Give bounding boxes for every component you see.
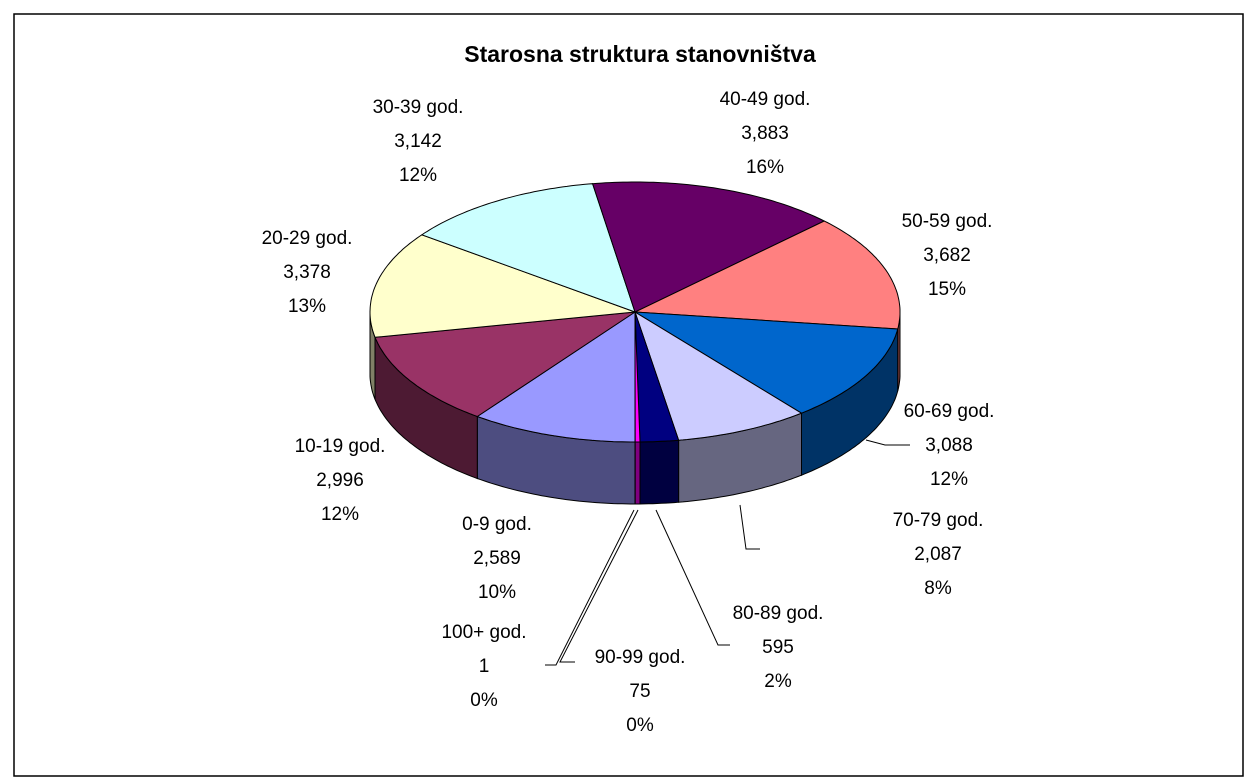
slice <box>634 311 899 414</box>
data-label-percent: 12% <box>321 504 359 525</box>
data-label-percent: 0% <box>626 715 654 736</box>
data-label-category: 30-39 god. <box>373 97 464 118</box>
data-label-category: 0-9 god. <box>462 514 532 535</box>
slice <box>369 234 636 338</box>
slice-side <box>639 439 680 505</box>
data-label-category: 10-19 god. <box>295 436 386 457</box>
slice <box>374 311 636 418</box>
slice <box>420 183 636 313</box>
data-label-value: 3,682 <box>923 245 971 266</box>
slice <box>591 181 826 313</box>
data-label-value: 2,589 <box>473 548 521 569</box>
slice <box>633 220 901 330</box>
data-label-value: 3,883 <box>741 123 789 144</box>
leader-line <box>655 509 730 646</box>
data-label-category: 50-59 god. <box>902 211 993 232</box>
data-label-percent: 8% <box>924 578 952 599</box>
leader-line <box>545 509 635 666</box>
data-label-value: 3,378 <box>283 262 331 283</box>
data-label-category: 40-49 god. <box>720 89 811 110</box>
chart-title: Starosna struktura stanovništva <box>464 41 816 67</box>
data-label-value: 1 <box>479 656 490 677</box>
slice <box>476 311 636 443</box>
data-label-value: 3,088 <box>925 435 973 456</box>
data-label-value: 75 <box>629 681 650 702</box>
data-label-value: 595 <box>762 637 794 658</box>
data-label-value: 2,996 <box>316 470 364 491</box>
data-label-category: 70-79 god. <box>893 510 984 531</box>
data-label-category: 20-29 god. <box>262 228 353 249</box>
data-label-percent: 0% <box>470 690 498 711</box>
data-label-percent: 2% <box>764 671 792 692</box>
data-label-category: 90-99 god. <box>595 647 686 668</box>
slice-side <box>634 441 641 505</box>
leader-line <box>739 504 760 550</box>
data-label-category: 80-89 god. <box>733 603 824 624</box>
data-label-percent: 12% <box>930 469 968 490</box>
data-label-percent: 13% <box>288 296 326 317</box>
data-label-category: 60-69 god. <box>904 401 995 422</box>
slice <box>634 311 680 443</box>
data-label-percent: 12% <box>399 165 437 186</box>
data-label-percent: 16% <box>746 157 784 178</box>
data-label-value: 3,142 <box>394 131 442 152</box>
slice <box>634 310 803 441</box>
data-label-percent: 15% <box>928 279 966 300</box>
data-label-percent: 10% <box>478 582 516 603</box>
leader-line <box>865 439 910 446</box>
data-label-category: 100+ god. <box>441 622 526 643</box>
data-label-value: 2,087 <box>914 544 962 565</box>
leader-line <box>559 509 639 663</box>
